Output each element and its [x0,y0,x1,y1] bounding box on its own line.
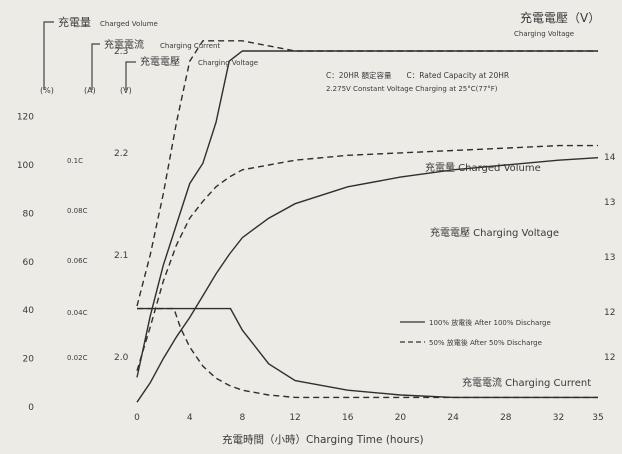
charged-volume-100-line [136,157,599,403]
x-tick-label: 8 [240,413,246,423]
current-tick-label: 0.02C [67,354,88,362]
axis-ticks: 0 4 8 12 16 20 24 28 32 35 0 20 40 60 80 100 120 0.02C 0.0… [17,47,616,423]
x-tick-label: 32 [553,413,564,423]
right-voltage-tick-label: 12 [604,353,615,363]
right-voltage-tick-label: 13 [604,198,615,208]
note-line-1: C：20HR 額定容量 C：Rated Capacity at 20HR [326,70,509,80]
current-tick-label: 0.06C [67,257,88,265]
charged-volume-title: 充電量 [58,15,91,29]
header-brackets [43,21,136,90]
right-voltage-tick-label: 13 [604,253,615,263]
voltage-tick-label: 2.1 [114,251,128,261]
charging-voltage-50-line [136,40,598,307]
label-charged-volume: 充電量 Charged Volume [425,161,541,174]
current-tick-label: 0.08C [67,207,88,215]
x-tick-label: 0 [134,413,140,423]
legend: 100% 放電後 After 100% Discharge 50% 放電後 Af… [400,318,551,347]
right-axis-title: 充電電壓（V） [520,10,600,25]
percent-tick-label: 120 [17,113,34,123]
charging-current-title: 充電電流 [104,38,144,51]
current-tick-label: 0.04C [67,309,88,317]
series-layer [136,40,599,403]
right-voltage-tick-label: 14 [604,153,616,163]
charging-current-100-line [137,307,598,399]
x-tick-label: 16 [342,413,354,423]
charging-current-50-line [137,307,598,399]
legend-label-solid: 100% 放電後 After 100% Discharge [429,318,551,327]
current-tick-label: 0.1C [67,157,83,165]
x-tick-label: 4 [187,413,193,423]
charged-volume-title-en: Charged Volume [100,20,158,28]
charging-voltage-title-en: Charging Voltage [198,59,258,67]
right-voltage-tick-label: 12 [604,308,615,318]
right-axis-title-en: Charging Voltage [514,30,574,38]
unit-percent: (%) [40,86,54,95]
x-axis-label: 充電時間（小時）Charging Time (hours) [222,433,424,446]
label-charging-voltage: 充電電壓 Charging Voltage [430,226,559,239]
percent-tick-label: 100 [17,161,34,171]
x-tick-label: 24 [447,413,459,423]
unit-volts: (V) [120,86,132,95]
x-tick-label: 35 [592,413,603,423]
charging-voltage-title: 充電電壓 [140,55,180,68]
voltage-tick-label: 2.2 [114,149,128,159]
note-line-2: 2.275V Constant Voltage Charging at 25°C… [326,85,498,93]
voltage-tick-label: 2.3 [114,47,128,57]
charging-current-title-en: Charging Current [160,42,220,50]
charging-voltage-100-line [136,50,598,378]
percent-tick-label: 40 [23,306,35,316]
unit-amps: (A) [84,86,96,95]
charged-volume-50-line [136,144,598,371]
label-charging-current: 充電電流 Charging Current [462,376,591,389]
voltage-tick-label: 2.0 [114,353,129,363]
legend-label-dashed: 50% 放電後 After 50% Discharge [429,338,542,347]
percent-tick-label: 20 [23,355,35,365]
percent-tick-label: 80 [23,209,35,219]
percent-tick-label: 60 [23,258,35,268]
x-tick-label: 28 [500,413,512,423]
x-tick-label: 20 [395,413,407,423]
x-tick-label: 12 [289,413,300,423]
percent-tick-label: 0 [28,403,34,413]
